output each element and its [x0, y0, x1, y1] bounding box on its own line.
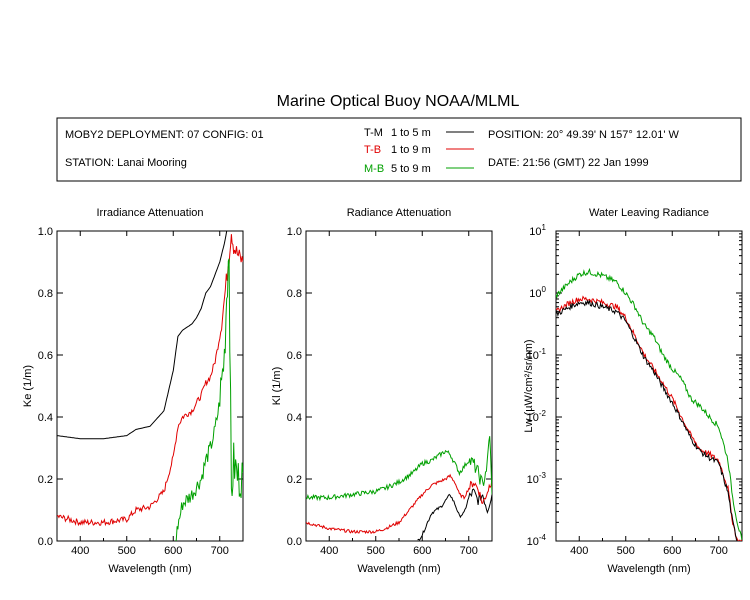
legend-range-tb: 1 to 9 m: [391, 144, 431, 156]
x-tick-label: 500: [118, 545, 136, 557]
y-tick-label: 0.8: [287, 288, 302, 300]
y-tick-label: 1.0: [287, 226, 302, 238]
y-tick-label: 10-2: [527, 409, 547, 424]
legend-code-tb: T-B: [364, 144, 381, 156]
y-tick-label: 10-4: [527, 533, 547, 548]
x-tick-label: 500: [367, 545, 385, 557]
series-line-t-m: [556, 299, 742, 541]
series-line-t-b: [556, 295, 742, 541]
y-tick-label: 0.4: [38, 412, 53, 424]
chart-title: Water Leaving Radiance: [589, 207, 709, 219]
y-tick-label: 0.4: [287, 412, 302, 424]
y-tick-label: 100: [529, 285, 546, 300]
series-line-t-m: [57, 231, 228, 440]
y-tick-label: 0.6: [38, 350, 53, 362]
series-line-m-b: [306, 436, 492, 502]
y-axis-label: Ke (1/m): [22, 365, 34, 407]
legend: T-M 1 to 5 m T-B 1 to 9 m M-B 5 to 9 m: [364, 127, 474, 175]
date-text: DATE: 21:56 (GMT) 22 Jan 1999: [488, 157, 649, 169]
y-tick-label: 0.2: [287, 474, 302, 486]
y-tick-label: 0.2: [38, 474, 53, 486]
series-line-m-b: [556, 267, 742, 541]
x-tick-label: 600: [663, 545, 681, 557]
x-tick-label: 500: [617, 545, 635, 557]
chart-title: Radiance Attenuation: [347, 207, 452, 219]
x-axis-label: Wavelength (nm): [357, 563, 440, 575]
x-axis-label: Wavelength (nm): [108, 563, 191, 575]
plot-frame: [56, 230, 244, 542]
legend-range-mb: 5 to 9 m: [391, 163, 431, 175]
y-axis-label: Kl (1/m): [271, 367, 283, 406]
plot-frame: [555, 230, 743, 542]
y-tick-label: 10-3: [527, 471, 547, 486]
y-tick-label: 0.0: [38, 536, 53, 548]
x-tick-label: 700: [211, 545, 229, 557]
legend-range-tm: 1 to 5 m: [391, 127, 431, 139]
x-axis-label: Wavelength (nm): [607, 563, 690, 575]
y-tick-label: 101: [529, 223, 546, 238]
chart-title: Irradiance Attenuation: [96, 207, 203, 219]
x-tick-label: 400: [71, 545, 89, 557]
deployment-text: MOBY2 DEPLOYMENT: 07 CONFIG: 01: [65, 129, 264, 141]
series-line-t-b: [57, 234, 243, 527]
series-line-t-b: [306, 473, 492, 535]
station-text: STATION: Lanai Mooring: [65, 157, 187, 169]
x-tick-label: 600: [413, 545, 431, 557]
chart-panels: Irradiance Attenuation 400 500 600 700 0.0 0.2…: [22, 207, 743, 575]
figure-title: Marine Optical Buoy NOAA/MLML: [277, 93, 520, 110]
chart-panel-1: Irradiance Attenuation 400 500 600 700 0.0 0.2…: [22, 207, 244, 575]
x-tick-label: 600: [164, 545, 182, 557]
x-tick-label: 400: [320, 545, 338, 557]
y-tick-label: 1.0: [38, 226, 53, 238]
plot-frame: [305, 230, 493, 542]
info-box: [56, 117, 742, 182]
legend-code-tm: T-M: [364, 127, 383, 139]
chart-panel-2: Radiance Attenuation 400 500 600 700 0.0 0.2 0.…: [271, 207, 493, 575]
series-line-m-b: [175, 258, 243, 541]
y-axis-label: Lw (µW/cm²/sr/nm): [523, 339, 535, 432]
y-tick-label: 0.0: [287, 536, 302, 548]
x-tick-label: 400: [570, 545, 588, 557]
x-tick-label: 700: [710, 545, 728, 557]
y-tick-label: 10-1: [527, 347, 547, 362]
chart-panel-3: Water Leaving Radiance 400 500 600 700 101 100…: [523, 207, 743, 575]
y-tick-label: 0.6: [287, 350, 302, 362]
y-tick-label: 0.8: [38, 288, 53, 300]
position-text: POSITION: 20° 49.39' N 157° 12.01' W: [488, 129, 680, 141]
x-tick-label: 700: [460, 545, 478, 557]
legend-code-mb: M-B: [364, 163, 384, 175]
